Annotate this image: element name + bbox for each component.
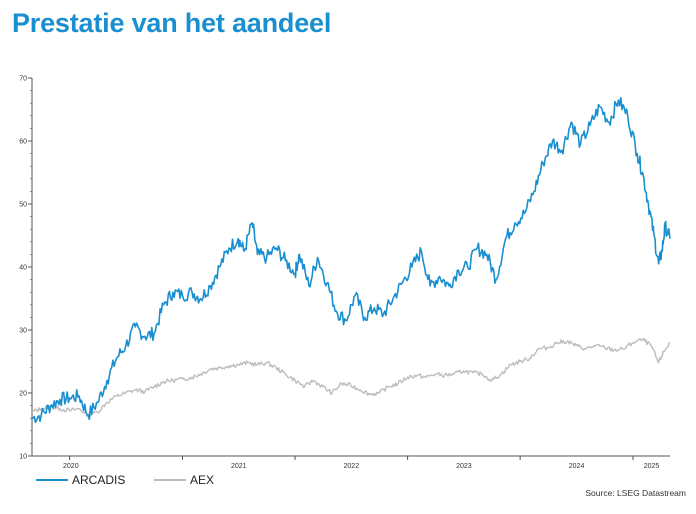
- series-line-arcadis: [31, 96, 671, 424]
- y-tick-label: 30: [19, 328, 27, 335]
- chart-axes: 10 20 30 40 50 60 70 2020 2021 2022 2023 2024 2025: [19, 76, 670, 470]
- y-tick-label: 20: [19, 391, 27, 398]
- y-tick-label: 60: [19, 139, 27, 146]
- x-tick-label: 2025: [644, 463, 660, 470]
- x-tick-label: 2023: [456, 463, 472, 470]
- x-tick-label: 2021: [231, 463, 247, 470]
- y-tick-label: 70: [19, 76, 27, 83]
- source-note: Source: LSEG Datastream: [585, 488, 686, 498]
- y-tick-label: 10: [19, 454, 27, 461]
- legend-label-aex: AEX: [190, 473, 214, 487]
- series-line-aex: [31, 337, 671, 418]
- x-tick-label: 2024: [569, 463, 585, 470]
- y-tick-label: 50: [19, 202, 27, 209]
- x-tick-label: 2020: [63, 463, 79, 470]
- y-tick-label: 40: [19, 265, 27, 272]
- legend-label-arcadis: ARCADIS: [72, 473, 125, 487]
- page-title: Prestatie van het aandeel: [12, 8, 332, 38]
- chart-legend: ARCADIS AEX: [36, 473, 214, 487]
- chart-series: [31, 96, 671, 424]
- x-tick-label: 2022: [344, 463, 360, 470]
